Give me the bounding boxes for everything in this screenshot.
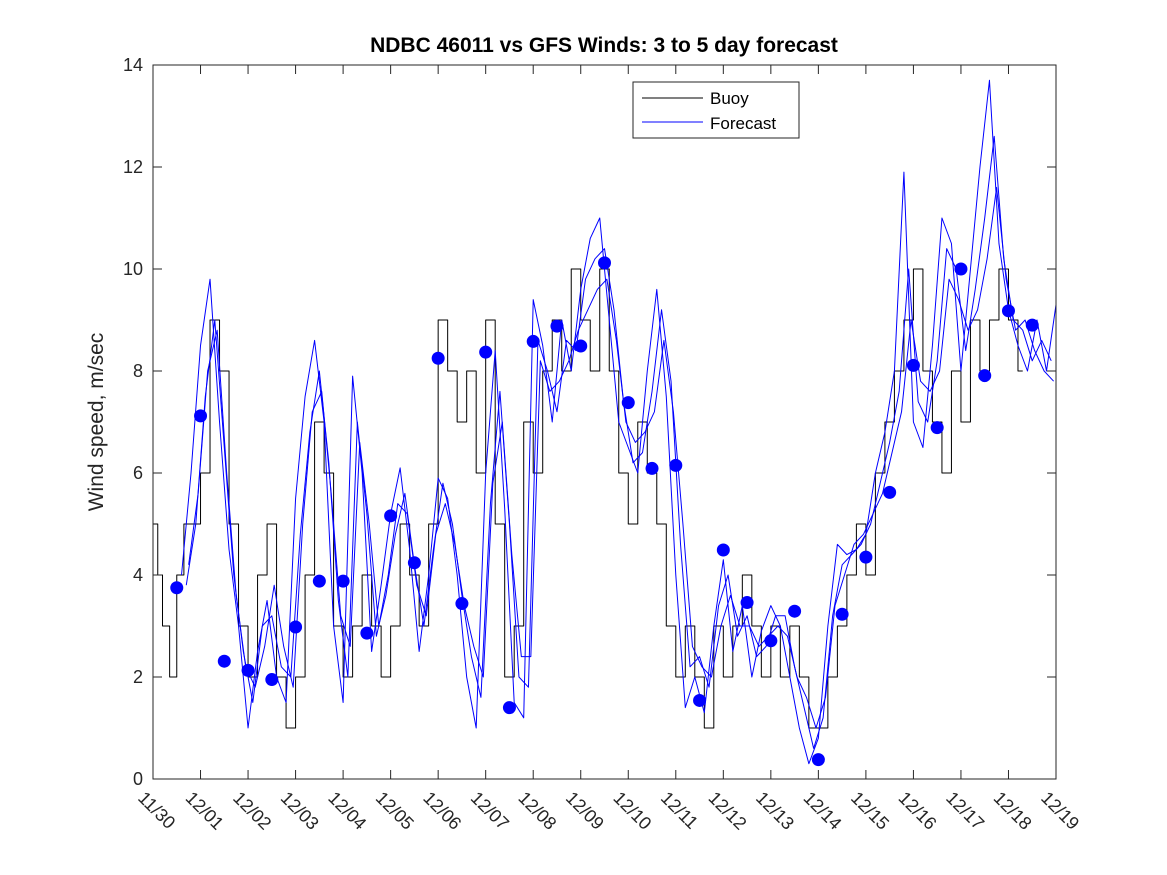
forecast-point: [574, 339, 588, 353]
legend-forecast-label: Forecast: [710, 114, 776, 133]
forecast-point: [1025, 318, 1039, 332]
forecast-point: [740, 596, 754, 610]
plot-area: [152, 64, 1057, 780]
forecast-point: [479, 345, 493, 359]
y-axis: 0 2 4 6 8 10 12 14: [123, 55, 1056, 789]
forecast-point: [550, 319, 564, 333]
forecast-point: [930, 421, 944, 435]
forecast-point: [645, 461, 659, 475]
forecast-point: [194, 409, 208, 423]
y-tick-label: 2: [133, 667, 143, 687]
forecast-point: [598, 256, 611, 270]
forecast-point: [764, 634, 778, 648]
forecast-point: [788, 604, 802, 618]
forecast-point: [407, 556, 421, 570]
axes-background: [153, 65, 1056, 779]
buoy-series-line: [153, 268, 1023, 729]
axes-frame: [152, 64, 1057, 780]
y-tick-label: 0: [133, 769, 143, 789]
forecast-point: [811, 753, 825, 767]
forecast-point: [384, 509, 398, 523]
forecast-series-line-3: [188, 186, 1054, 729]
forecast-series-line-1: [181, 79, 1057, 765]
forecast-point: [312, 574, 326, 588]
legend-buoy-label: Buoy: [710, 89, 749, 108]
forecast-point: [360, 626, 374, 640]
legend: Buoy Forecast: [632, 81, 800, 139]
y-axis-label: Wind speed, m/sec: [85, 333, 108, 512]
legend-box: [632, 81, 800, 139]
forecast-point: [621, 396, 635, 410]
forecast-point: [693, 693, 707, 707]
forecast-point: [716, 543, 730, 557]
chart-title: NDBC 46011 vs GFS Winds: 3 to 5 day fore…: [370, 34, 838, 57]
forecast-point: [241, 663, 255, 677]
forecast-point: [1001, 304, 1015, 318]
forecast-point: [883, 485, 897, 499]
forecast-point: [906, 358, 920, 372]
forecast-point: [502, 701, 516, 715]
forecast-point: [431, 351, 445, 365]
forecast-point: [265, 673, 279, 687]
y-tick-label: 6: [133, 463, 143, 483]
y-tick-label: 10: [123, 259, 143, 279]
forecast-point: [289, 620, 303, 634]
forecast-point: [835, 607, 849, 621]
forecast-point: [455, 597, 469, 611]
forecast-point: [669, 458, 683, 472]
y-tick-label: 12: [123, 157, 143, 177]
forecast-point: [170, 581, 184, 595]
forecast-point: [336, 574, 350, 588]
y-tick-label: 14: [123, 55, 143, 75]
y-tick-label: 4: [133, 565, 143, 585]
forecast-point: [859, 550, 873, 564]
forecast-point: [954, 262, 968, 276]
forecast-point: [526, 334, 540, 348]
forecast-point: [217, 654, 231, 668]
forecast-point: [978, 369, 992, 383]
y-tick-label: 8: [133, 361, 143, 381]
